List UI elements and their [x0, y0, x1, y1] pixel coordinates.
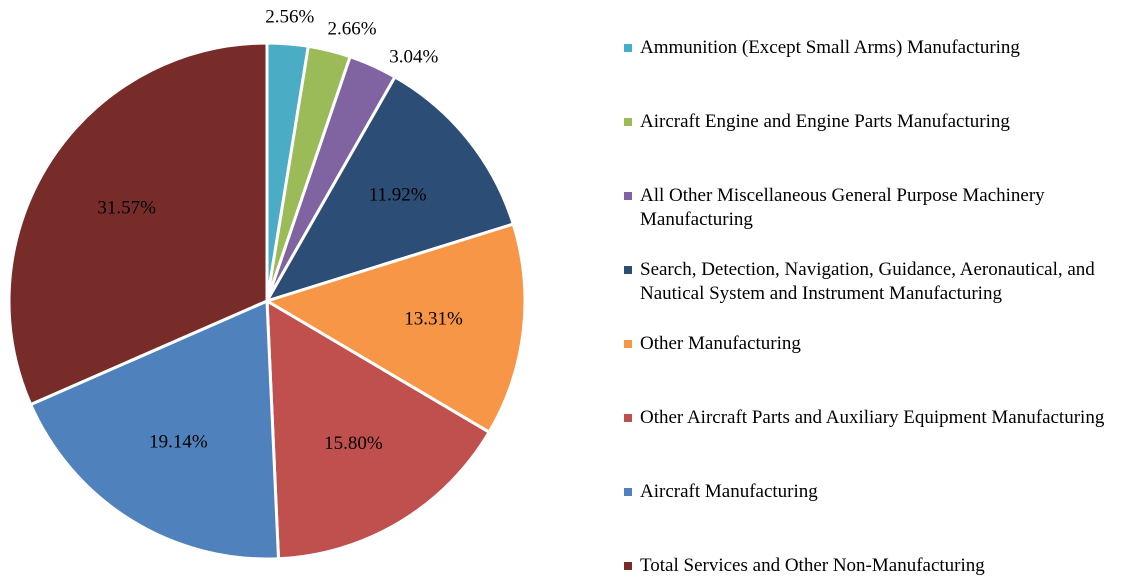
legend-swatch — [624, 44, 632, 52]
legend-item: Ammunition (Except Small Arms) Manufactu… — [622, 36, 1134, 60]
legend-label: Aircraft Engine and Engine Parts Manufac… — [640, 111, 1010, 132]
pie-slice — [263, 222, 527, 435]
legend-item: Aircraft Engine and Engine Parts Manufac… — [622, 110, 1134, 134]
pie-slice — [263, 74, 516, 304]
data-label: 13.31% — [404, 309, 463, 330]
legend-label: Other Manufacturing — [640, 333, 801, 354]
legend-swatch — [624, 266, 632, 274]
legend-item: Other Manufacturing — [622, 332, 1134, 356]
data-label: 2.66% — [328, 19, 377, 40]
legend-item: Total Services and Other Non-Manufacturi… — [622, 554, 1134, 578]
legend-item: All Other Miscellaneous General Purpose … — [622, 184, 1134, 232]
data-label: 31.57% — [97, 198, 156, 219]
pie-slice — [265, 298, 492, 561]
data-label: 19.14% — [149, 432, 208, 453]
legend-swatch — [624, 118, 632, 126]
legend-swatch — [624, 562, 632, 570]
legend-label: Aircraft Manufacturing — [640, 481, 818, 502]
legend-swatch — [624, 192, 632, 200]
legend-swatch — [624, 488, 632, 496]
legend-label: Total Services and Other Non-Manufacturi… — [640, 555, 985, 576]
data-label: 3.04% — [389, 46, 438, 67]
legend-label: Search, Detection, Navigation, Guidance,… — [640, 259, 1095, 304]
legend-item: Search, Detection, Navigation, Guidance,… — [622, 258, 1134, 306]
data-label: 11.92% — [369, 184, 427, 205]
pie-slice — [28, 298, 281, 561]
data-label: 2.56% — [265, 6, 314, 27]
legend-item: Other Aircraft Parts and Auxiliary Equip… — [622, 406, 1134, 430]
legend-label: All Other Miscellaneous General Purpose … — [640, 185, 1045, 230]
legend-swatch — [624, 340, 632, 348]
legend-item: Aircraft Manufacturing — [622, 480, 1134, 504]
pie-slice — [7, 41, 269, 407]
legend-label: Other Aircraft Parts and Auxiliary Equip… — [640, 407, 1105, 428]
legend-swatch — [624, 414, 632, 422]
data-label: 15.80% — [324, 433, 383, 454]
legend-label: Ammunition (Except Small Arms) Manufactu… — [640, 37, 1020, 58]
